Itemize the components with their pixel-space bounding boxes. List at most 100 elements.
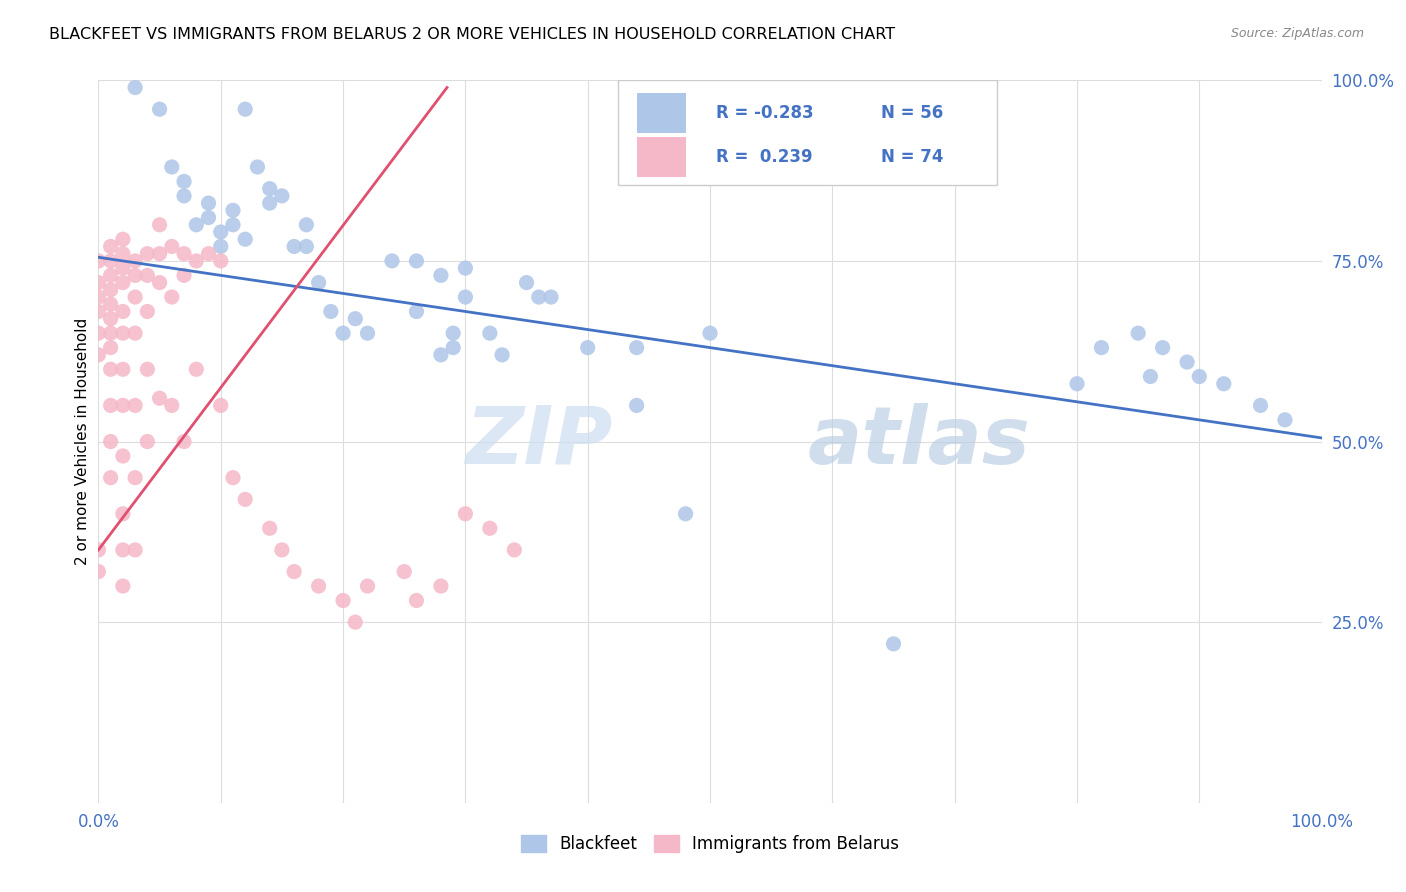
- Point: [209, 253, 232, 268]
- Point: [1249, 398, 1271, 412]
- Point: [478, 326, 501, 340]
- Point: [111, 304, 134, 318]
- Point: [136, 304, 159, 318]
- Point: [430, 348, 453, 362]
- Point: [883, 637, 905, 651]
- Point: [111, 362, 134, 376]
- Point: [124, 398, 146, 412]
- Point: [136, 362, 159, 376]
- FancyBboxPatch shape: [619, 80, 997, 185]
- Point: [124, 80, 146, 95]
- Point: [332, 593, 354, 607]
- Point: [100, 283, 122, 297]
- Point: [100, 253, 122, 268]
- Point: [233, 492, 256, 507]
- Point: [87, 304, 110, 318]
- Point: [100, 341, 122, 355]
- Point: [222, 218, 245, 232]
- Point: [100, 326, 122, 340]
- Point: [441, 326, 464, 340]
- Point: [626, 341, 648, 355]
- Point: [259, 182, 281, 196]
- Point: [491, 348, 513, 362]
- Point: [246, 160, 269, 174]
- Point: [111, 246, 134, 260]
- Point: [87, 290, 110, 304]
- Point: [111, 398, 134, 412]
- Point: [173, 174, 195, 188]
- Point: [173, 268, 195, 283]
- Point: [160, 398, 183, 412]
- Point: [222, 470, 245, 484]
- Point: [626, 398, 648, 412]
- Point: [173, 434, 195, 449]
- Point: [209, 225, 232, 239]
- Point: [197, 211, 219, 225]
- Point: [356, 579, 378, 593]
- Point: [87, 348, 110, 362]
- Point: [173, 189, 195, 203]
- Point: [87, 542, 110, 557]
- Point: [699, 326, 721, 340]
- Point: [454, 290, 477, 304]
- Text: N = 74: N = 74: [882, 148, 943, 166]
- Text: ZIP: ZIP: [465, 402, 612, 481]
- Point: [87, 253, 110, 268]
- Point: [454, 261, 477, 276]
- Point: [136, 246, 159, 260]
- Text: N = 56: N = 56: [882, 104, 943, 122]
- Point: [87, 276, 110, 290]
- Point: [111, 276, 134, 290]
- Point: [1128, 326, 1150, 340]
- Point: [222, 203, 245, 218]
- Point: [295, 239, 318, 253]
- Point: [1152, 341, 1174, 355]
- Point: [160, 239, 183, 253]
- Point: [197, 196, 219, 211]
- Point: [576, 341, 599, 355]
- Point: [515, 276, 537, 290]
- Point: [233, 102, 256, 116]
- Text: Source: ZipAtlas.com: Source: ZipAtlas.com: [1230, 27, 1364, 40]
- Point: [1066, 376, 1088, 391]
- Point: [1212, 376, 1234, 391]
- Point: [270, 189, 294, 203]
- Point: [209, 239, 232, 253]
- Point: [430, 579, 453, 593]
- Point: [186, 253, 208, 268]
- Point: [173, 246, 195, 260]
- Point: [111, 326, 134, 340]
- Point: [87, 565, 110, 579]
- Point: [675, 507, 697, 521]
- Y-axis label: 2 or more Vehicles in Household: 2 or more Vehicles in Household: [75, 318, 90, 566]
- Point: [430, 268, 453, 283]
- Point: [405, 304, 427, 318]
- Point: [124, 542, 146, 557]
- Point: [149, 276, 172, 290]
- Point: [87, 326, 110, 340]
- Point: [124, 470, 146, 484]
- Point: [160, 160, 183, 174]
- Point: [503, 542, 526, 557]
- Point: [392, 565, 416, 579]
- Point: [111, 579, 134, 593]
- Point: [381, 253, 404, 268]
- Point: [1188, 369, 1211, 384]
- Point: [259, 196, 281, 211]
- Legend: Blackfeet, Immigrants from Belarus: Blackfeet, Immigrants from Belarus: [515, 828, 905, 860]
- Point: [136, 268, 159, 283]
- Point: [233, 232, 256, 246]
- Point: [405, 253, 427, 268]
- Point: [283, 239, 305, 253]
- Point: [1175, 355, 1198, 369]
- Point: [344, 615, 367, 630]
- Point: [149, 391, 172, 405]
- Point: [527, 290, 550, 304]
- Point: [100, 434, 122, 449]
- Point: [111, 507, 134, 521]
- Point: [186, 362, 208, 376]
- Text: atlas: atlas: [808, 402, 1031, 481]
- Point: [1090, 341, 1112, 355]
- Point: [454, 507, 477, 521]
- Point: [100, 398, 122, 412]
